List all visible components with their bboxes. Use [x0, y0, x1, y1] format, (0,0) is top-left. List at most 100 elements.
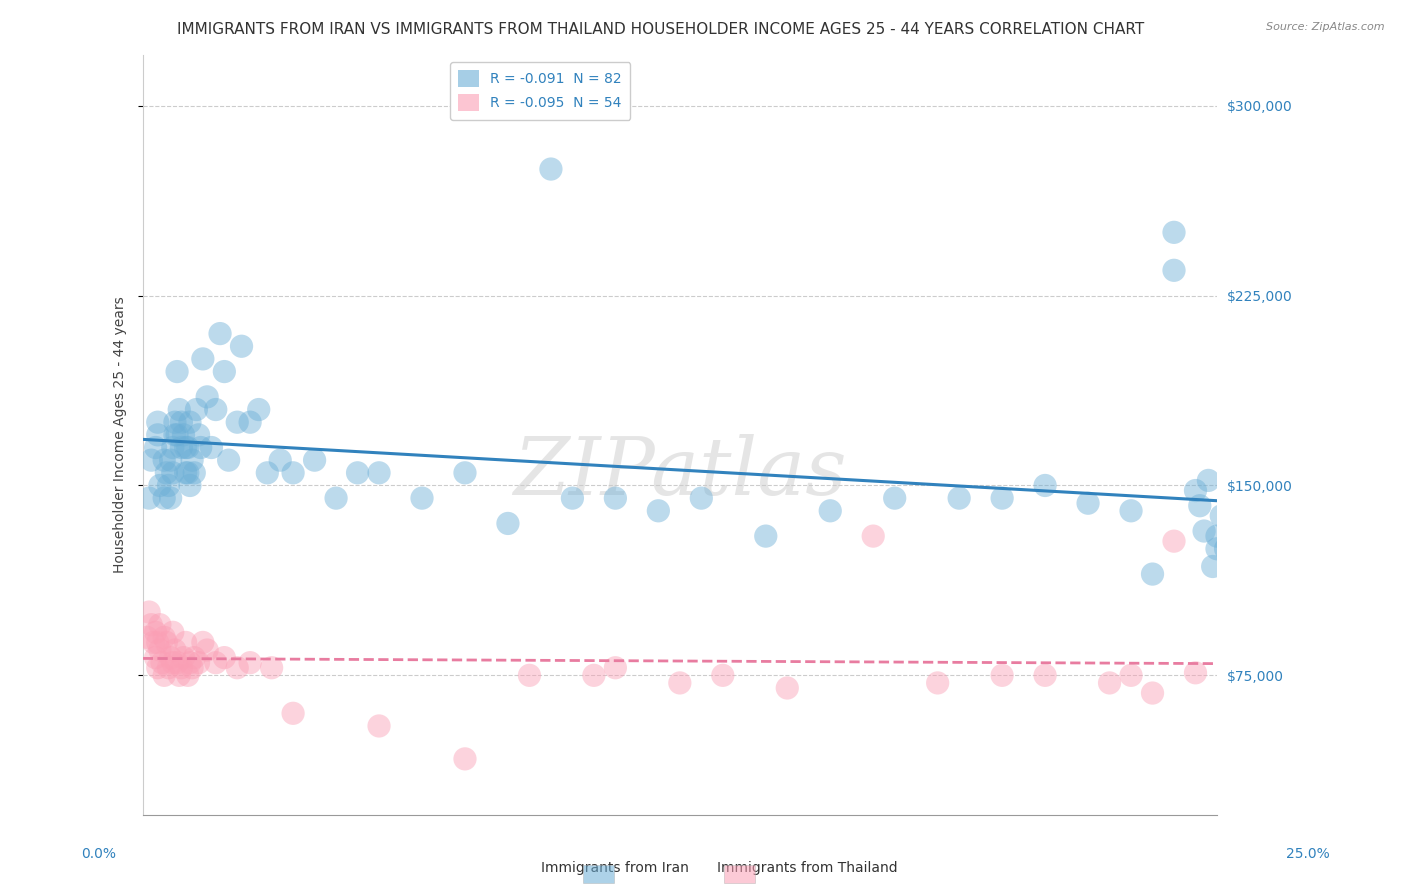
- Point: [209, 326, 232, 341]
- Point: [162, 656, 184, 670]
- Point: [690, 491, 713, 505]
- Point: [138, 605, 160, 619]
- Point: [179, 478, 201, 492]
- Point: [145, 625, 167, 640]
- Point: [183, 466, 205, 480]
- Point: [927, 676, 949, 690]
- Point: [162, 441, 184, 455]
- Point: [200, 441, 222, 455]
- Point: [1163, 534, 1185, 549]
- Legend: R = -0.091  N = 82, R = -0.095  N = 54: R = -0.091 N = 82, R = -0.095 N = 54: [450, 62, 630, 120]
- Point: [1227, 529, 1250, 543]
- Point: [1188, 499, 1211, 513]
- Point: [281, 466, 304, 480]
- Point: [368, 466, 391, 480]
- Point: [948, 491, 970, 505]
- Point: [174, 441, 197, 455]
- Point: [150, 656, 173, 670]
- Point: [146, 415, 169, 429]
- Point: [231, 339, 253, 353]
- Point: [540, 162, 562, 177]
- Text: Source: ZipAtlas.com: Source: ZipAtlas.com: [1267, 22, 1385, 32]
- Point: [755, 529, 778, 543]
- Point: [190, 441, 212, 455]
- Point: [153, 453, 176, 467]
- Point: [883, 491, 905, 505]
- Point: [187, 656, 209, 670]
- Point: [145, 441, 167, 455]
- Point: [1206, 541, 1229, 556]
- Point: [519, 668, 541, 682]
- Point: [239, 656, 262, 670]
- Point: [204, 402, 226, 417]
- Point: [561, 491, 583, 505]
- Point: [183, 650, 205, 665]
- Point: [174, 466, 197, 480]
- Point: [711, 668, 734, 682]
- Point: [1033, 478, 1056, 492]
- Text: 25.0%: 25.0%: [1285, 847, 1330, 861]
- Point: [1077, 496, 1099, 510]
- Point: [214, 365, 236, 379]
- Point: [239, 415, 262, 429]
- Point: [647, 504, 669, 518]
- Point: [454, 466, 477, 480]
- Point: [776, 681, 799, 695]
- Point: [141, 453, 163, 467]
- Point: [153, 631, 176, 645]
- Point: [247, 402, 270, 417]
- Point: [170, 661, 193, 675]
- Point: [1184, 483, 1206, 498]
- Point: [166, 427, 188, 442]
- Point: [177, 668, 200, 682]
- Point: [991, 491, 1014, 505]
- Point: [1142, 686, 1164, 700]
- Point: [170, 415, 193, 429]
- Point: [146, 661, 169, 675]
- Point: [179, 415, 201, 429]
- Point: [454, 752, 477, 766]
- Point: [153, 491, 176, 505]
- Point: [1223, 516, 1246, 531]
- Point: [582, 668, 605, 682]
- Point: [368, 719, 391, 733]
- Point: [159, 650, 181, 665]
- Point: [346, 466, 368, 480]
- Point: [149, 478, 172, 492]
- Point: [281, 706, 304, 721]
- Point: [174, 635, 197, 649]
- Point: [1206, 529, 1229, 543]
- Point: [191, 635, 214, 649]
- Point: [325, 491, 347, 505]
- Point: [1219, 534, 1241, 549]
- Point: [1163, 225, 1185, 239]
- Text: IMMIGRANTS FROM IRAN VS IMMIGRANTS FROM THAILAND HOUSEHOLDER INCOME AGES 25 - 44: IMMIGRANTS FROM IRAN VS IMMIGRANTS FROM …: [177, 22, 1144, 37]
- Point: [177, 441, 200, 455]
- Point: [195, 643, 218, 657]
- Point: [163, 643, 186, 657]
- Point: [179, 656, 201, 670]
- Point: [149, 617, 172, 632]
- Point: [166, 365, 188, 379]
- Point: [141, 617, 163, 632]
- Point: [191, 351, 214, 366]
- Point: [1211, 508, 1233, 523]
- Point: [162, 466, 184, 480]
- Point: [669, 676, 692, 690]
- Point: [181, 661, 204, 675]
- Point: [159, 453, 181, 467]
- Point: [146, 427, 169, 442]
- Text: Immigrants from Thailand: Immigrants from Thailand: [717, 862, 897, 875]
- Point: [149, 643, 172, 657]
- Point: [204, 656, 226, 670]
- Point: [226, 415, 249, 429]
- Point: [605, 661, 627, 675]
- Text: 0.0%: 0.0%: [82, 847, 115, 861]
- Point: [173, 650, 195, 665]
- Point: [1033, 668, 1056, 682]
- Point: [187, 427, 209, 442]
- Point: [605, 491, 627, 505]
- Point: [260, 661, 283, 675]
- Point: [142, 635, 165, 649]
- Point: [155, 635, 177, 649]
